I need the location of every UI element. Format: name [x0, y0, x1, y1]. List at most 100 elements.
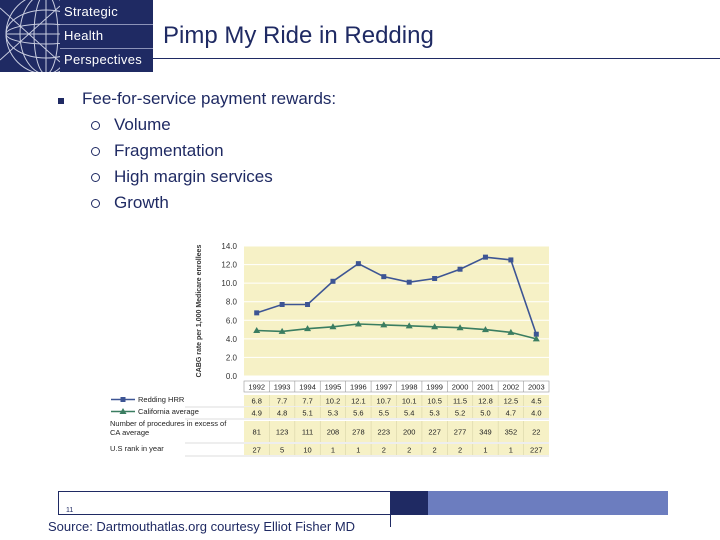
- table-cell: 4.5: [531, 397, 541, 406]
- table-cell: 4.9: [251, 409, 261, 418]
- page-number: 11: [66, 507, 74, 514]
- table-cell: 1: [509, 446, 513, 455]
- sub-bullet-marker: [91, 173, 100, 182]
- plot-area: [244, 246, 549, 376]
- table-cell: 5.0: [480, 409, 490, 418]
- table-cell: 349: [479, 428, 492, 437]
- table-cell: 5.5: [379, 409, 389, 418]
- table-cell: 5.4: [404, 409, 414, 418]
- table-row-label-text: Number of procedures in excess of CA ave…: [110, 419, 227, 437]
- data-point: [329, 323, 337, 330]
- data-point: [253, 327, 261, 333]
- sub-bullet-fragmentation: Fragmentation: [114, 141, 224, 160]
- y-tick-label: 10.0: [221, 279, 237, 288]
- table-cell: 7.7: [277, 397, 287, 406]
- logo-line-2: Health: [64, 28, 104, 43]
- table-cell: 2: [382, 446, 386, 455]
- logo-divider: [60, 48, 153, 49]
- data-point: [304, 325, 312, 332]
- table-cell: 352: [505, 428, 518, 437]
- table-row-label-text: California average: [138, 407, 199, 416]
- sub-bullet-high-margin: High margin services: [114, 167, 273, 186]
- table-cell: 2: [458, 446, 462, 455]
- sub-bullet-marker: [91, 121, 100, 130]
- data-point: [432, 276, 438, 281]
- table-row-label: California average: [110, 407, 242, 416]
- x-tick-label: 1995: [325, 383, 342, 392]
- logo: Strategic Health Perspectives: [0, 0, 153, 72]
- table-cell: 278: [352, 428, 365, 437]
- data-point: [380, 321, 388, 328]
- table-cell: 27: [253, 446, 261, 455]
- table-cell: 123: [276, 428, 289, 437]
- table-cell: 11.5: [453, 397, 467, 406]
- data-point: [355, 261, 361, 267]
- data-point: [507, 328, 515, 335]
- data-point: [406, 279, 412, 285]
- data-point: [279, 302, 285, 307]
- table-cell: 2: [433, 446, 437, 455]
- footer-accent-light: [428, 491, 668, 515]
- table-cell: 223: [378, 428, 391, 437]
- x-tick-label: 1999: [426, 383, 443, 392]
- bullet-marker: [58, 98, 64, 104]
- table-cell: 277: [454, 428, 467, 437]
- data-point: [330, 278, 336, 284]
- table-cell: 111: [302, 428, 313, 437]
- table-cell: 4.8: [277, 409, 287, 418]
- table-cell: 10.5: [427, 397, 442, 406]
- table-cell: 5.6: [353, 409, 363, 418]
- y-tick-label: 12.0: [221, 261, 237, 270]
- sub-bullet-marker: [91, 199, 100, 208]
- data-point: [431, 323, 439, 330]
- y-tick-label: 2.0: [226, 353, 238, 362]
- table-cell: 81: [253, 428, 261, 437]
- table-row-label-text: U.S rank in year: [110, 444, 164, 453]
- y-tick-label: 4.0: [226, 335, 238, 344]
- data-point: [305, 302, 311, 307]
- x-tick-label: 1992: [248, 383, 265, 392]
- table-cell: 6.8: [251, 397, 261, 406]
- data-point: [508, 257, 514, 263]
- logo-line-3: Perspectives: [64, 52, 143, 67]
- table-cell: 12.1: [351, 397, 366, 406]
- legend-triangle-marker: [111, 408, 135, 414]
- footer-divider: [390, 515, 391, 527]
- table-cell: 5: [280, 446, 284, 455]
- table-cell: 22: [532, 428, 540, 437]
- legend-square-marker: [111, 397, 135, 402]
- table-cell: 12.8: [478, 397, 493, 406]
- data-point: [481, 326, 489, 333]
- data-point: [457, 266, 463, 272]
- table-cell: 208: [327, 428, 340, 437]
- table-cell: 10: [303, 446, 311, 455]
- table-cell: 10.7: [376, 397, 391, 406]
- source-note: Source: Dartmouthatlas.org courtesy Elli…: [48, 519, 356, 534]
- data-point: [354, 320, 362, 327]
- series-line-redding: [256, 256, 538, 335]
- data-point: [254, 310, 260, 316]
- x-tick-label: 2001: [477, 383, 494, 392]
- table-cell: 12.5: [504, 397, 519, 406]
- table-cell: 5.3: [429, 409, 439, 418]
- bullet-lead: Fee-for-service payment rewards:: [82, 89, 337, 108]
- globe-icon: [0, 0, 60, 72]
- table-cell: 5.3: [328, 409, 338, 418]
- table-cell: 10.2: [326, 397, 341, 406]
- table-row-label: U.S rank in year: [110, 444, 242, 453]
- y-axis-label: CABG rate per 1,000 Medicare enrollees: [196, 245, 203, 378]
- slide-title: Pimp My Ride in Redding: [163, 22, 434, 49]
- table-cell: 4.7: [506, 409, 516, 418]
- x-tick-label: 1994: [299, 383, 316, 392]
- data-point: [532, 335, 540, 342]
- data-point: [405, 322, 413, 329]
- x-tick-label: 1997: [375, 383, 392, 392]
- x-tick-label: 2003: [528, 383, 545, 392]
- logo-line-1: Strategic: [64, 4, 119, 19]
- table-cell: 7.7: [302, 397, 312, 406]
- table-cell: 1: [483, 446, 487, 455]
- table-cell: 227: [530, 446, 543, 455]
- x-tick-label: 1996: [350, 383, 367, 392]
- table-cell: 4.0: [531, 409, 541, 418]
